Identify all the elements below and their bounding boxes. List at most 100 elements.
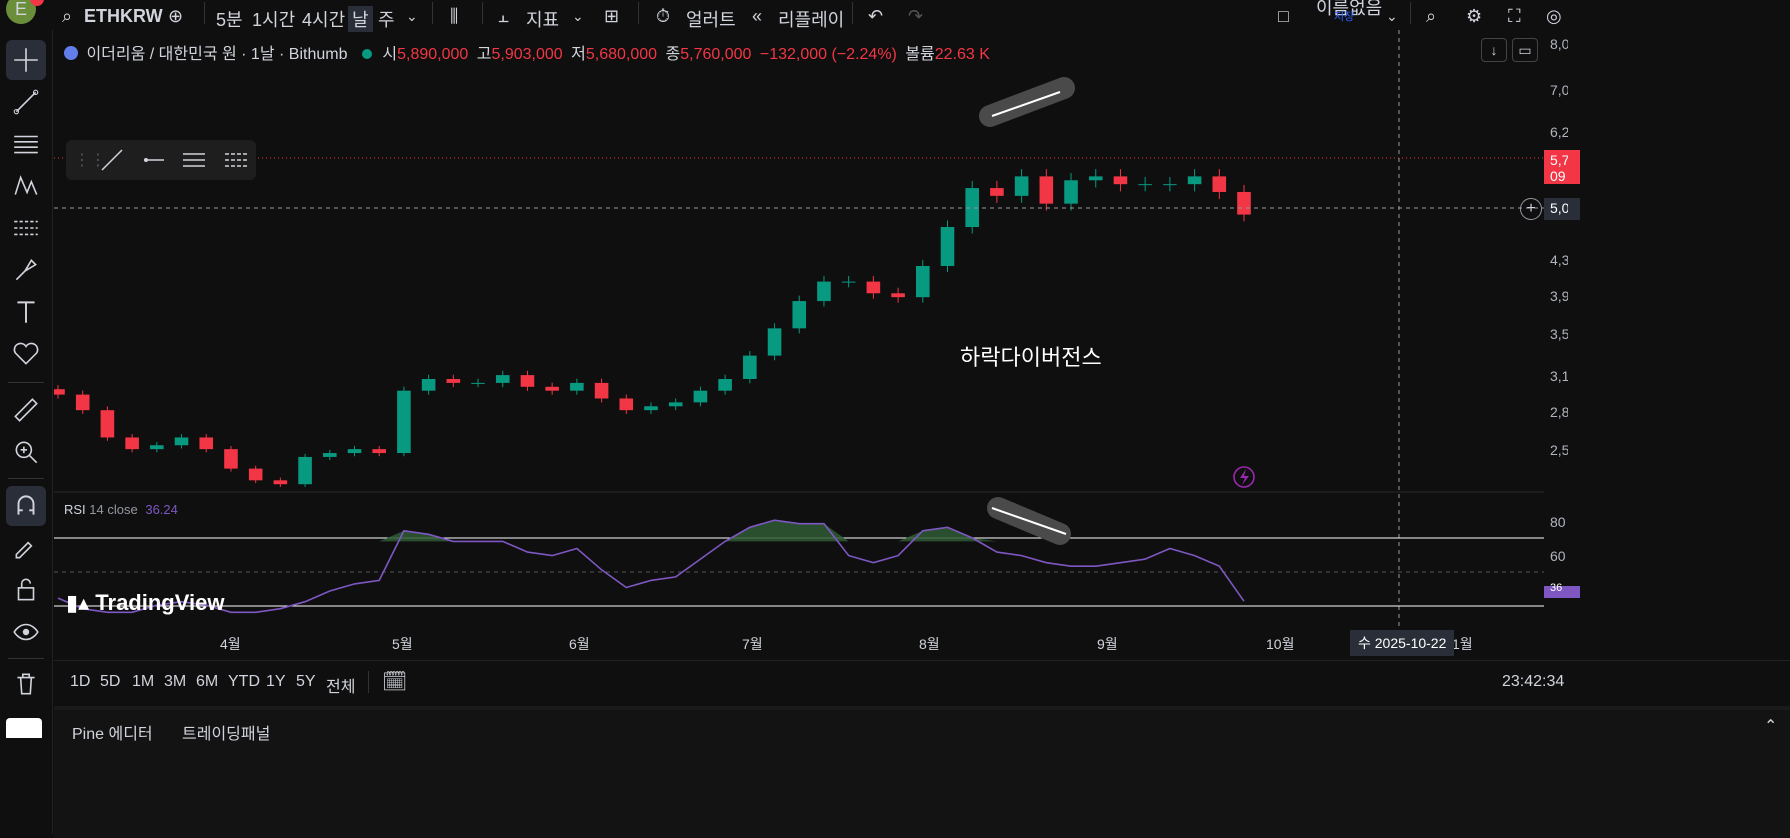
indicators-button[interactable]: 지표 (526, 10, 560, 30)
candle-body (792, 301, 807, 329)
interval-1h[interactable]: 1시간 (252, 10, 296, 30)
quick-search-icon[interactable]: ⌕ (1426, 6, 1437, 26)
chevron-down-icon[interactable]: ⌄ (572, 8, 584, 24)
interval-day[interactable]: 날 (348, 6, 373, 32)
tradingview-logo[interactable]: ▮▴ TradingView (66, 590, 225, 615)
pattern-tool-icon[interactable] (6, 166, 46, 206)
forecast-tool-icon[interactable] (6, 208, 46, 248)
trendline-tool-icon[interactable] (6, 82, 46, 122)
lightning-icon (1233, 466, 1255, 488)
candle-body (273, 480, 288, 485)
add-symbol-icon[interactable]: ⊕ (168, 6, 184, 26)
eye-icon[interactable] (6, 612, 46, 652)
rsi-legend[interactable]: RSI 14 close 36.24 (64, 502, 178, 517)
chevron-down-icon[interactable]: ⌄ (1386, 8, 1398, 24)
add-alert-plus-icon[interactable]: + (1520, 198, 1542, 220)
heart-icon[interactable] (6, 334, 46, 374)
alert-icon[interactable]: ⏱ (656, 6, 671, 26)
rsi-line (57, 519, 1245, 614)
brush-tool-icon[interactable] (6, 250, 46, 290)
undo-icon[interactable]: ↶ (868, 6, 884, 26)
indicators-icon[interactable]: ⫠ (498, 6, 509, 26)
interval-5m[interactable]: 5분 (216, 10, 243, 30)
scroll-down-icon[interactable]: ↓ (1481, 38, 1507, 62)
candle-body (644, 406, 658, 411)
layout-grid-icon[interactable]: ⊞ (604, 6, 620, 26)
time-tick: 6월 (569, 636, 590, 652)
magnet-icon[interactable] (6, 486, 46, 526)
camera-icon[interactable]: ◎ (1546, 6, 1562, 26)
candle-body (421, 379, 436, 391)
text-tool-icon[interactable] (6, 292, 46, 332)
candle-body (817, 281, 831, 302)
tab-trading-panel[interactable]: 트레이딩패널 (182, 726, 271, 743)
calendar-icon[interactable]: 🗓 (382, 671, 408, 693)
range-6m[interactable]: 6M (196, 673, 219, 690)
fullscreen-icon[interactable]: ⛶ (1508, 6, 1521, 26)
interval-4h[interactable]: 4시간 (302, 10, 346, 30)
price-axis[interactable]: 8,0 7,0 6,2 5,7 09 5,0 4,3 3,9 3,5 3,1 2… (1544, 30, 1568, 630)
candle-body (150, 445, 164, 450)
lock-icon[interactable] (6, 570, 46, 610)
range-all[interactable]: 전체 (326, 679, 356, 696)
trendline-icon[interactable] (98, 146, 126, 174)
range-ytd[interactable]: YTD (228, 673, 260, 690)
layout-square-icon[interactable]: □ (1278, 6, 1289, 26)
candle-body (224, 449, 238, 469)
candle-style-icon[interactable]: ⫼ (450, 6, 459, 26)
open-value: 5,890,000 (397, 46, 469, 63)
settings-icon[interactable]: ⚙ (1466, 6, 1483, 26)
range-1m[interactable]: 1M (132, 673, 155, 690)
horizontal-ray-icon[interactable] (140, 146, 168, 174)
crosshair-tool-icon[interactable] (6, 40, 46, 80)
fib-tool-icon[interactable] (6, 124, 46, 164)
maximize-pane-icon[interactable]: ▭ (1512, 38, 1538, 62)
interval-week[interactable]: 주 (378, 10, 395, 30)
last-price-tag (1544, 150, 1580, 184)
candle-body (990, 188, 1004, 196)
range-3m[interactable]: 3M (164, 673, 187, 690)
fib-icon[interactable] (180, 146, 208, 174)
candle-body (471, 382, 485, 384)
chevron-up-icon[interactable]: ⌃ (1764, 718, 1778, 735)
search-icon[interactable]: ⌕ (62, 6, 73, 26)
crosshair-date-label: 수 2025-10-22 (1350, 630, 1455, 656)
replay-button[interactable]: 리플레이 (778, 10, 845, 30)
annotation-text[interactable]: 하락다이버전스 (960, 345, 1102, 370)
draw-lock-icon[interactable] (6, 528, 46, 568)
candle-body (570, 382, 584, 391)
trash-icon[interactable] (6, 664, 46, 704)
range-5y[interactable]: 5Y (296, 673, 316, 690)
ruler-icon[interactable] (6, 390, 46, 430)
range-1y[interactable]: 1Y (266, 673, 286, 690)
price-tick: 6,2 (1550, 124, 1568, 140)
time-tick: 5월 (392, 636, 413, 652)
symbol-legend[interactable]: 이더리움 / 대한민국 원 · 1날 · Bithumb 시5,890,000 … (64, 40, 994, 64)
symbol-search[interactable]: ETHKRW (84, 6, 163, 26)
zoom-in-icon[interactable] (6, 432, 46, 472)
candle-body (446, 379, 461, 383)
fib-channel-icon[interactable] (222, 146, 250, 174)
countdown-label: 09 (1550, 168, 1566, 184)
tab-pine-editor[interactable]: Pine 에디터 (72, 726, 153, 743)
alert-button[interactable]: 얼러트 (686, 10, 736, 30)
range-1d[interactable]: 1D (70, 673, 91, 690)
floating-drawing-bar[interactable]: ⋮⋮ (66, 140, 256, 180)
drag-handle-icon[interactable]: ⋮⋮ (74, 152, 106, 169)
candle-body (1187, 176, 1202, 185)
price-chart[interactable] (54, 30, 1780, 660)
candle-body (174, 437, 189, 446)
trendline-rsi (991, 507, 1067, 535)
change-value: −132,000 (−2.24%) (759, 46, 897, 63)
redo-icon[interactable]: ↷ (908, 6, 924, 26)
clock[interactable]: 23:42:34 (1502, 673, 1565, 690)
avatar[interactable]: E (6, 0, 36, 24)
candle-body (965, 188, 980, 228)
price-tick: 2,8 (1550, 404, 1568, 420)
replay-icon[interactable]: « (752, 6, 763, 26)
bottom-panel: Pine 에디터 트레이딩패널 ⌃ (54, 706, 1790, 838)
layout-name[interactable]: 이름없음 (1316, 0, 1383, 18)
range-5d[interactable]: 5D (100, 673, 121, 690)
chevron-down-icon[interactable]: ⌄ (406, 8, 418, 24)
symbol-title[interactable]: 이더리움 / 대한민국 원 · 1날 · Bithumb (86, 46, 348, 63)
